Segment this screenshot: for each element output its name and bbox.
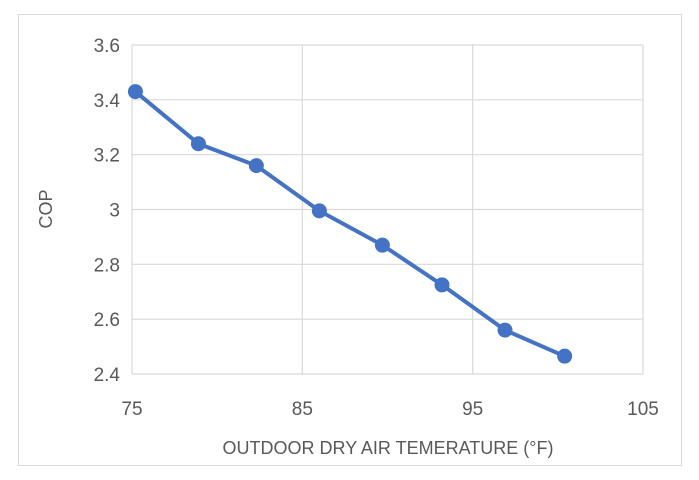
y-axis-title: COP bbox=[36, 189, 56, 228]
y-tick-label: 3.4 bbox=[94, 91, 121, 112]
y-tick-label: 2.4 bbox=[94, 365, 121, 386]
y-tick-label: 3 bbox=[109, 201, 120, 222]
data-point bbox=[374, 237, 390, 253]
data-point bbox=[497, 322, 513, 338]
x-axis-title: OUTDOOR DRY AIR TEMERATURE (°F) bbox=[223, 438, 554, 458]
data-point bbox=[311, 203, 327, 219]
y-tick-label: 3.6 bbox=[94, 36, 120, 57]
y-tick-label: 2.8 bbox=[94, 255, 120, 276]
x-tick-label: 85 bbox=[292, 399, 313, 420]
data-point bbox=[127, 84, 143, 100]
x-axis-tick-labels: 75 85 95 105 bbox=[121, 399, 658, 420]
x-tick-label: 105 bbox=[627, 399, 659, 420]
data-point bbox=[557, 348, 573, 364]
data-point bbox=[434, 277, 450, 293]
series-group bbox=[127, 84, 573, 364]
x-tick-label: 95 bbox=[462, 399, 483, 420]
data-point bbox=[190, 136, 206, 152]
data-point bbox=[248, 158, 264, 174]
gridlines bbox=[131, 44, 644, 375]
x-tick-label: 75 bbox=[121, 399, 142, 420]
series-line bbox=[133, 89, 567, 359]
y-tick-label: 3.2 bbox=[94, 146, 120, 167]
y-axis-tick-labels: 2.4 2.6 2.8 3 3.2 3.4 3.6 bbox=[94, 36, 121, 386]
y-tick-label: 2.6 bbox=[94, 310, 120, 331]
